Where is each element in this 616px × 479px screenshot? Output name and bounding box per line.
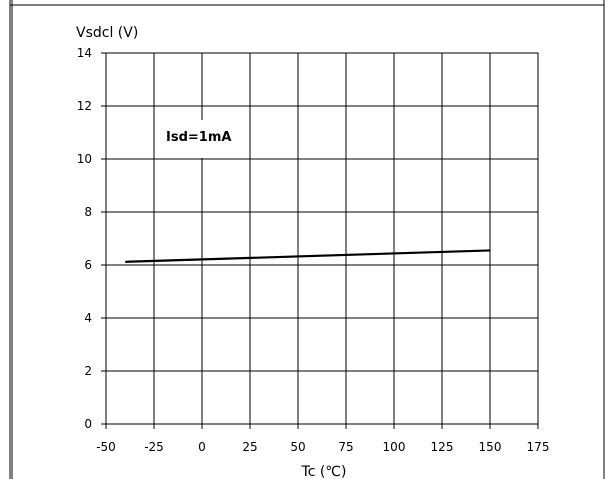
annotation-label: Isd=1mA: [166, 130, 231, 145]
x-tick-label: 0: [198, 440, 206, 454]
x-axis-ticks: -50 -25 0 25 50 75 100 125 150 175: [96, 424, 549, 454]
series-layer: [125, 249, 491, 263]
y-tick-label: 12: [77, 99, 92, 113]
x-tick-label: 100: [383, 440, 406, 454]
x-tick-label: 125: [431, 440, 454, 454]
x-tick-label: -25: [144, 440, 164, 454]
y-tick-label: 8: [84, 205, 92, 219]
series-line: [125, 249, 491, 263]
x-tick-label: 50: [290, 440, 305, 454]
y-tick-label: 14: [77, 46, 92, 60]
y-tick-label: 0: [84, 417, 92, 431]
y-tick-label: 4: [84, 311, 92, 325]
y-tick-label: 10: [77, 152, 92, 166]
x-axis-title: Tc (℃): [301, 464, 347, 479]
annotation-background: [158, 120, 244, 158]
x-tick-label: 150: [479, 440, 502, 454]
x-tick-label: 25: [242, 440, 257, 454]
y-tick-label: 2: [84, 364, 92, 378]
x-tick-label: -50: [96, 440, 116, 454]
y-axis-ticks: 0 2 4 6 8 10 12 14: [77, 46, 106, 431]
y-tick-label: 6: [84, 258, 92, 272]
x-tick-label: 75: [338, 440, 353, 454]
grid: [106, 53, 538, 424]
y-axis-title: Vsdcl (V): [76, 25, 138, 41]
plot-area: [105, 52, 539, 425]
x-tick-label: 175: [527, 440, 550, 454]
